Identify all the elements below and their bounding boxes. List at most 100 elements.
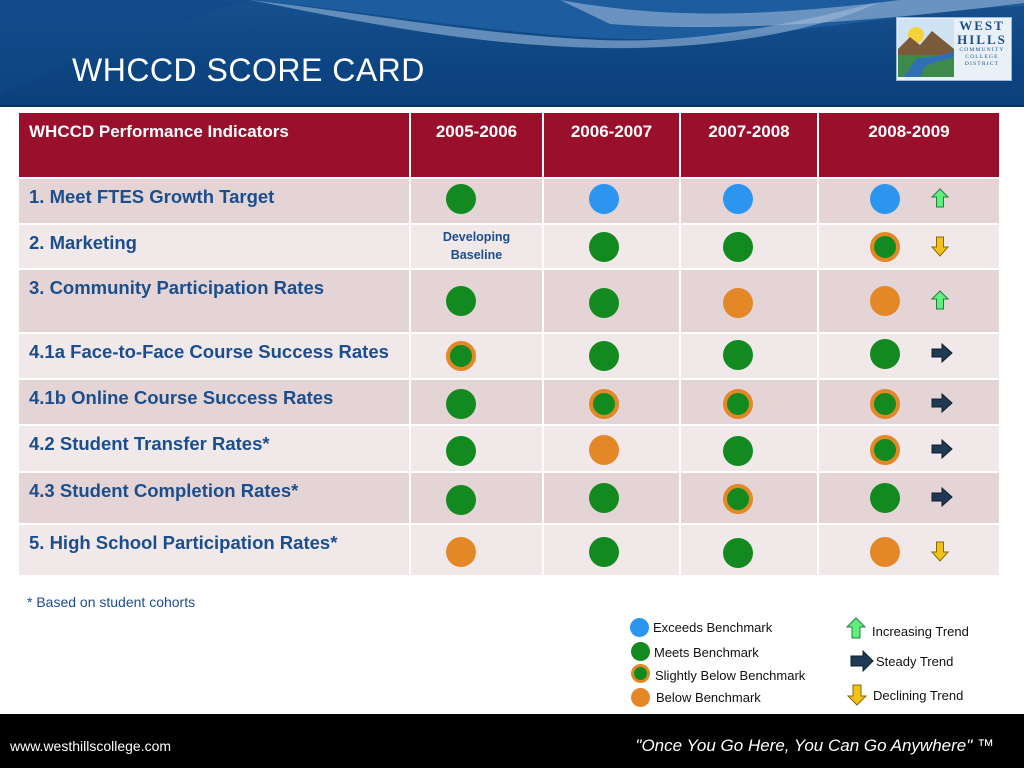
score-cell [817,378,1001,426]
score-cell [542,523,681,577]
table-row: 1. Meet FTES Growth Target [17,177,1001,225]
header-indicators: WHCCD Performance Indicators [17,111,411,179]
increasing-trend-icon [846,617,866,639]
table-row: 4.1a Face-to-Face Course Success Rates [17,332,1001,380]
slightly-benchmark-dot [723,484,753,514]
score-cell [817,223,1001,270]
score-cell [409,268,544,334]
score-cell [817,424,1001,473]
logo-text-college: COLLEGE [965,54,999,60]
score-cell [817,332,1001,380]
steady-trend-icon [931,393,953,413]
footer-bar: www.westhillscollege.com "Once You Go He… [0,714,1024,768]
meets-benchmark-dot [723,340,753,370]
declining-trend-icon [846,684,868,706]
below-benchmark-dot [723,288,753,318]
west-hills-logo: WEST HILLS COMMUNITY COLLEGE DISTRICT [896,17,1012,81]
slightly-benchmark-dot [723,389,753,419]
indicator-label: 5. High School Participation Rates* [17,523,411,577]
slightly-below-benchmark-dot [631,664,650,683]
logo-text-hills: HILLS [957,32,1007,47]
page-title: WHCCD SCORE CARD [72,52,425,88]
slightly-benchmark-dot [589,389,619,419]
score-cell [542,177,681,225]
below-benchmark-dot [589,435,619,465]
score-cell [542,424,681,473]
header-year: 2008-2009 [817,111,1001,179]
legend-label: Declining Trend [873,688,964,703]
meets-benchmark-dot [870,483,900,513]
score-cell [679,471,819,525]
score-cell [679,177,819,225]
developing-baseline-text: Developing Baseline [442,230,511,262]
meets-benchmark-dot [446,436,476,466]
exceeds-benchmark-dot [630,618,649,637]
table-row: 3. Community Participation Rates [17,268,1001,334]
logo-text-community: COMMUNITY [959,47,1005,53]
legend-label: Below Benchmark [656,690,761,705]
header-year: 2006-2007 [542,111,681,179]
steady-trend-icon [931,439,953,459]
increasing-trend-icon [931,290,949,310]
score-cell [409,378,544,426]
declining-trend-icon [931,541,949,562]
score-cell [817,471,1001,525]
indicator-label: 2. Marketing [17,223,411,270]
legend-label: Slightly Below Benchmark [655,668,806,683]
meets-benchmark-dot [723,538,753,568]
indicator-label: 4.1b Online Course Success Rates [17,378,411,426]
meets-benchmark-dot [589,288,619,318]
table-row: 4.1b Online Course Success Rates [17,378,1001,426]
slightly-benchmark-dot [870,232,900,262]
steady-trend-icon [850,650,874,672]
score-cell [817,177,1001,225]
score-cell [542,223,681,270]
legend-label: Steady Trend [876,654,954,669]
exceeds-benchmark-dot [723,184,753,214]
increasing-trend-icon [931,188,949,208]
indicator-label: 4.2 Student Transfer Rates* [17,424,411,473]
meets-benchmark-dot [446,389,476,419]
score-cell [817,268,1001,334]
meets-benchmark-dot [723,232,753,262]
score-cell [409,424,544,473]
table-row: 2. Marketing Developing Baseline [17,223,1001,270]
indicator-label: 4.1a Face-to-Face Course Success Rates [17,332,411,380]
table-row: 4.3 Student Completion Rates* [17,471,1001,525]
header-banner: WHCCD SCORE CARD WEST HILLS COMMUNITY CO… [0,0,1024,107]
score-cell [409,471,544,525]
below-benchmark-dot [870,537,900,567]
slightly-benchmark-dot [870,435,900,465]
table-row: 4.2 Student Transfer Rates* [17,424,1001,473]
header-year: 2007-2008 [679,111,819,179]
declining-trend-icon [931,236,949,257]
score-cell [679,268,819,334]
below-benchmark-dot [870,286,900,316]
below-benchmark-dot [631,688,650,707]
footer-website-link[interactable]: www.westhillscollege.com [10,738,172,754]
meets-benchmark-dot [870,339,900,369]
score-cell [542,268,681,334]
score-cell [542,332,681,380]
header-swoosh-graphic [0,0,1024,95]
score-cell [679,332,819,380]
below-benchmark-dot [446,537,476,567]
meets-benchmark-dot [723,436,753,466]
score-card-table: WHCCD Performance Indicators 2005-2006 2… [17,111,1001,577]
score-cell [679,523,819,577]
score-cell [679,424,819,473]
legend-label: Increasing Trend [872,624,969,639]
legend-label: Meets Benchmark [654,645,759,660]
footnote: * Based on student cohorts [27,594,196,610]
meets-benchmark-dot [589,483,619,513]
score-cell [542,471,681,525]
header-year: 2005-2006 [409,111,544,179]
indicator-label: 3. Community Participation Rates [17,268,411,334]
meets-benchmark-dot [589,537,619,567]
logo-text-west: WEST [959,18,1005,33]
slightly-benchmark-dot [870,389,900,419]
score-cell [679,378,819,426]
table-row: 5. High School Participation Rates* [17,523,1001,577]
slightly-benchmark-dot [446,341,476,371]
steady-trend-icon [931,487,953,507]
